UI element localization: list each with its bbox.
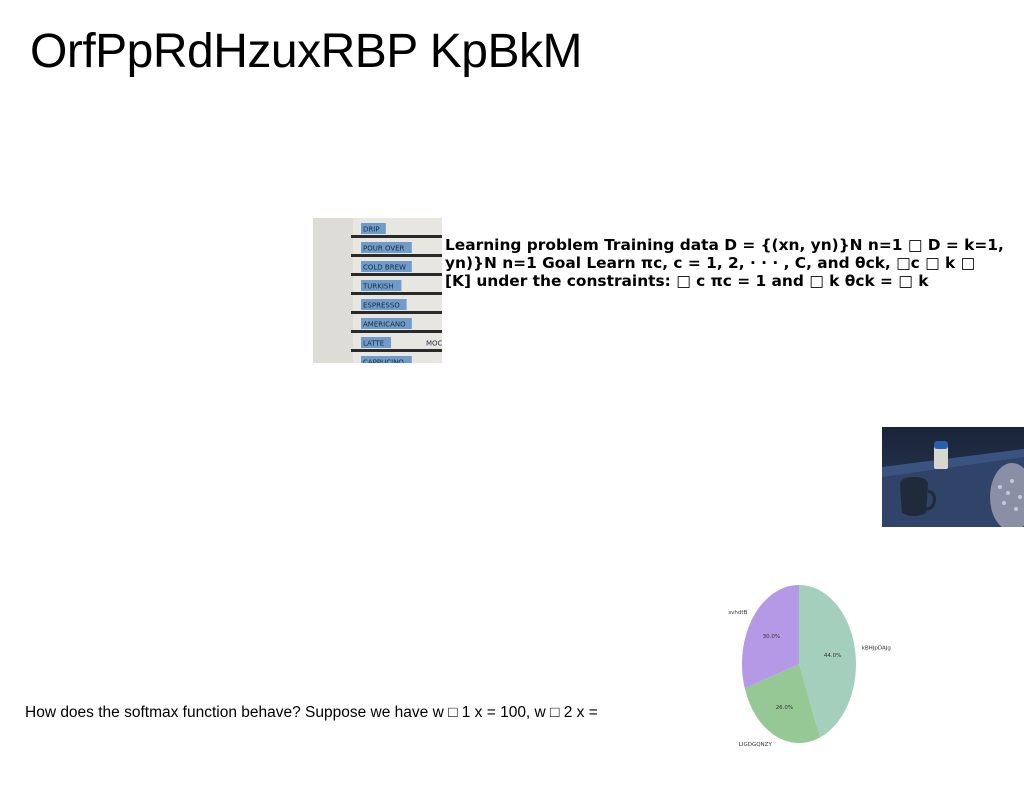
menu-tag [361, 242, 412, 253]
menu-item-label: COLD BREW [363, 264, 406, 272]
pie-slice [744, 664, 820, 743]
menu-rail [351, 349, 442, 352]
menu-rail [351, 254, 442, 257]
pie-pct-label: 30.0% [763, 634, 780, 640]
page-title: OrfPpRdHzuxRBP KpBkM [30, 25, 582, 78]
menu-tag [361, 261, 412, 272]
menu-item-label: ESPRESSO [363, 302, 400, 310]
softmax-question: How does the softmax function behave? Su… [25, 704, 598, 721]
menu-item-label: POUR OVER [363, 245, 405, 253]
pie-pct-label: 26.0% [776, 705, 793, 711]
pie-category-label: kBHJpDAJg [862, 645, 891, 651]
menu-tag [361, 280, 402, 291]
menu-rail [351, 311, 442, 314]
menu-tag [361, 318, 412, 329]
menu-tag [361, 299, 407, 310]
menu-tag [361, 337, 391, 348]
menu-item-label: AMERICANO [363, 321, 406, 329]
menu-tag [361, 223, 386, 234]
pie-chart: 44.0% kBHJpDAJg 26.0% LIGDGQNZY 30.0% svhdtB [720, 578, 910, 758]
menu-rail [351, 292, 442, 295]
pie-pct-label: 44.0% [824, 653, 841, 659]
menu-rail [351, 273, 442, 276]
pie-category-label: svhdtB [728, 610, 747, 616]
menu-board-photo: DRIP POUR OVER COLD BREW TURKISH ESPRESSO AME… [313, 218, 442, 363]
pie-category-label: LIGDGQNZY [739, 742, 773, 748]
menu-rail [351, 330, 442, 333]
pie-slice [799, 585, 856, 738]
pie-slice [742, 585, 799, 689]
menu-item-label: DRIP [363, 226, 380, 234]
menu-tag [361, 356, 412, 363]
menu-item-label: CAPPUCINO [363, 359, 404, 364]
learning-problem-text: Learning problem Training data D = {(xn,… [445, 236, 1004, 290]
menu-rail [351, 235, 442, 238]
menu-item-label: TURKISH [362, 283, 394, 291]
menu-item-label: MOC [426, 340, 442, 348]
menu-item-label: LATTE [363, 340, 384, 348]
coffee-table-photo [882, 427, 1024, 527]
